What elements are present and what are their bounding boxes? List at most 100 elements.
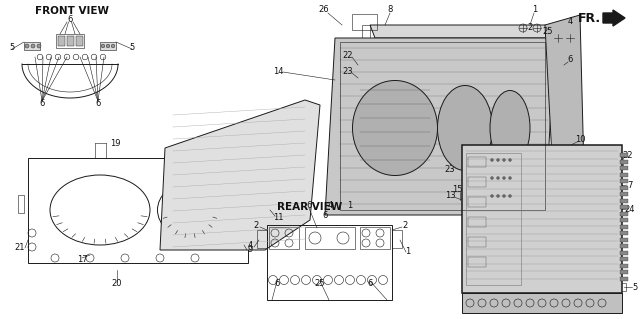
Circle shape [497, 159, 499, 161]
Text: 14: 14 [273, 68, 284, 77]
Text: 5: 5 [10, 42, 15, 51]
Circle shape [490, 176, 493, 180]
Text: 6: 6 [367, 278, 372, 287]
Text: 22: 22 [343, 50, 353, 60]
Text: REAR VIEW: REAR VIEW [277, 202, 342, 212]
Text: 6: 6 [67, 16, 73, 25]
Text: 4: 4 [248, 241, 253, 249]
Circle shape [490, 195, 493, 197]
Text: 6: 6 [307, 201, 312, 210]
Bar [305, 227, 355, 249]
Text: 16: 16 [505, 280, 515, 290]
Circle shape [37, 44, 41, 48]
Bar [58, 36, 65, 46]
Text: 22: 22 [623, 151, 633, 160]
Bar [620, 211, 628, 216]
Circle shape [509, 176, 511, 180]
Bar [352, 14, 377, 30]
Circle shape [502, 176, 506, 180]
Text: 13: 13 [445, 190, 455, 199]
Bar [56, 34, 84, 48]
Text: 7: 7 [627, 181, 633, 189]
Bar [362, 25, 370, 45]
Circle shape [509, 195, 511, 197]
Polygon shape [545, 15, 585, 215]
Bar [620, 250, 628, 255]
Bar [620, 205, 628, 209]
Bar [465, 170, 483, 180]
Bar [614, 283, 626, 291]
Circle shape [101, 44, 105, 48]
Text: S2A4-B1210C: S2A4-B1210C [527, 302, 589, 311]
Circle shape [490, 159, 493, 161]
Polygon shape [545, 185, 575, 200]
Circle shape [111, 44, 115, 48]
Bar [340, 42, 545, 210]
Text: 6: 6 [323, 211, 328, 219]
Text: 21: 21 [15, 243, 25, 253]
Bar [620, 277, 628, 280]
Text: 26: 26 [319, 5, 330, 14]
Bar [468, 217, 486, 227]
Bar [468, 257, 486, 267]
Text: 23: 23 [445, 166, 455, 174]
Text: 6: 6 [39, 99, 45, 108]
Ellipse shape [353, 80, 438, 175]
Bar [269, 227, 299, 249]
Text: 6: 6 [95, 99, 100, 108]
Bar [620, 192, 628, 196]
Text: 9: 9 [248, 246, 253, 255]
Circle shape [502, 159, 506, 161]
Bar [267, 225, 392, 300]
Bar [620, 244, 628, 248]
Bar [24, 42, 40, 50]
Text: 5: 5 [632, 283, 637, 292]
Text: 6: 6 [275, 278, 280, 287]
Text: 2: 2 [527, 24, 532, 33]
Polygon shape [325, 38, 555, 215]
Bar [468, 197, 486, 207]
Text: 2: 2 [403, 220, 408, 229]
Circle shape [497, 176, 499, 180]
Bar [468, 177, 486, 187]
Text: 10: 10 [575, 136, 585, 145]
Circle shape [497, 195, 499, 197]
Text: FR.: FR. [578, 11, 601, 25]
Bar [67, 36, 74, 46]
Ellipse shape [490, 91, 530, 166]
Bar [468, 157, 486, 167]
Text: 20: 20 [112, 279, 122, 288]
Bar [620, 173, 628, 176]
Bar [620, 218, 628, 222]
Bar [360, 227, 390, 249]
Bar [620, 225, 628, 228]
Text: 5: 5 [129, 42, 134, 51]
Text: 18: 18 [383, 160, 394, 169]
Text: 17: 17 [77, 256, 87, 264]
Bar [620, 153, 628, 157]
Bar [257, 230, 267, 248]
Text: FRONT VIEW: FRONT VIEW [35, 6, 109, 16]
Bar [620, 186, 628, 189]
Bar [466, 153, 521, 285]
Bar [462, 145, 622, 293]
Circle shape [509, 159, 511, 161]
Bar [18, 195, 24, 213]
Bar [620, 263, 628, 268]
Text: 25: 25 [543, 27, 553, 36]
Circle shape [31, 44, 35, 48]
Bar [392, 230, 402, 248]
Text: 19: 19 [109, 138, 120, 147]
Text: 2: 2 [253, 220, 259, 229]
Bar [620, 238, 628, 241]
Text: 8: 8 [387, 5, 393, 14]
Bar [620, 231, 628, 235]
FancyArrow shape [603, 10, 625, 26]
Circle shape [25, 44, 29, 48]
Polygon shape [570, 190, 592, 220]
Bar [620, 160, 628, 164]
Polygon shape [370, 25, 555, 38]
Text: 1: 1 [348, 201, 353, 210]
Text: 3: 3 [458, 159, 463, 167]
Text: 4: 4 [568, 18, 573, 26]
